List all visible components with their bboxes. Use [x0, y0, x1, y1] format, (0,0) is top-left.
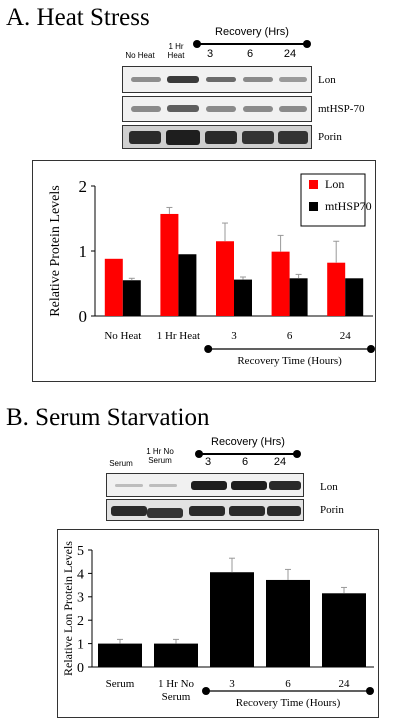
bar — [104, 258, 123, 316]
legend-swatch — [309, 202, 318, 211]
chart-heat-stress: 0 1 2 Relative Protein Levels No Heat 1 Hr He… — [48, 173, 375, 367]
y-tick-label: 2 — [77, 614, 84, 629]
panel-b-recovery-header: Recovery (Hrs) — [211, 436, 285, 448]
x-tick-label: 3 — [229, 678, 235, 690]
lane-label-6-b: 6 — [241, 456, 249, 468]
recovery-time-label: Recovery Time (Hours) — [237, 355, 342, 367]
lane-label-6: 6 — [246, 48, 254, 60]
y-tick-label: 2 — [79, 177, 88, 196]
blot-porin-b — [106, 499, 304, 521]
recovery-time-label: Recovery Time (Hours) — [236, 697, 341, 709]
lane-label-24: 24 — [283, 48, 297, 60]
y-tick-label: 0 — [77, 661, 84, 676]
x-tick-label: Serum — [162, 691, 191, 703]
bar — [178, 254, 197, 316]
bracket-dot — [193, 40, 201, 48]
recovery-bracket-dot — [202, 687, 210, 695]
recovery-bracket-dot — [366, 687, 374, 695]
legend-label: Lon — [325, 177, 344, 191]
y-axis-label: Relative Lon Protein Levels — [61, 541, 75, 676]
bracket-line — [199, 453, 297, 455]
y-tick-label: 1 — [77, 638, 84, 653]
bar — [210, 572, 254, 667]
x-tick-label: No Heat — [104, 330, 141, 342]
blot-lon-b — [106, 473, 304, 497]
x-tick-label: 24 — [340, 330, 352, 342]
lane-label-1hr-heat: 1 Hr Heat — [167, 42, 185, 60]
y-tick-label: 3 — [77, 591, 84, 606]
bar — [216, 241, 234, 316]
x-tick-label: 24 — [339, 678, 351, 690]
panel-a-recovery-bracket: Recovery (Hrs) — [193, 26, 311, 56]
y-axis-label: Relative Protein Levels — [48, 185, 63, 316]
lane-label-3-b: 3 — [204, 456, 212, 468]
recovery-bracket-dot — [204, 345, 213, 353]
y-tick-label: 5 — [77, 544, 84, 559]
bar — [122, 280, 141, 316]
bar — [98, 643, 142, 667]
lane-label-1hr-no-serum: 1 Hr No Serum — [146, 447, 174, 465]
bracket-dot — [293, 450, 301, 458]
bar — [266, 579, 310, 667]
lane-label-24-b: 24 — [273, 456, 287, 468]
blot-label-lon-b: Lon — [320, 481, 338, 493]
y-tick-label: 0 — [79, 307, 88, 326]
bar — [154, 643, 198, 667]
blot-label-lon-a: Lon — [318, 74, 336, 86]
lane-label-serum: Serum — [109, 459, 133, 468]
bracket-line — [197, 43, 307, 45]
blot-porin-a — [122, 125, 312, 149]
bar — [327, 262, 346, 316]
recovery-bracket-dot — [367, 345, 375, 353]
x-tick-label: Serum — [106, 678, 135, 690]
chart-a-frame: 0 1 2 Relative Protein Levels No Heat 1 Hr He… — [32, 160, 376, 382]
blot-label-porin-a: Porin — [318, 131, 342, 143]
bracket-dot — [195, 450, 203, 458]
x-tick-label: 6 — [285, 678, 291, 690]
blot-label-mthsp70: mtHSP-70 — [318, 103, 365, 115]
y-tick-label: 4 — [77, 567, 84, 582]
panel-a-title: A. Heat Stress — [6, 4, 150, 31]
bar — [322, 593, 366, 667]
x-tick-label: 1 Hr No — [158, 678, 195, 690]
lane-label-no-heat: No Heat — [125, 51, 155, 60]
chart-b-frame: 0 1 2 3 4 5 Relative Lon Protein Levels Serum 1 … — [57, 529, 379, 718]
legend-label: mtHSP70 — [325, 199, 372, 213]
bar — [289, 278, 308, 316]
legend-swatch — [309, 180, 318, 189]
bar — [271, 251, 290, 316]
blot-mthsp70 — [122, 96, 312, 122]
x-tick-label: 3 — [231, 330, 237, 342]
x-tick-label: 1 Hr Heat — [157, 330, 200, 342]
bar — [234, 279, 252, 316]
blot-label-porin-b: Porin — [320, 504, 344, 516]
y-tick-label: 1 — [79, 242, 88, 261]
panel-a-recovery-header: Recovery (Hrs) — [215, 26, 289, 38]
bar — [345, 278, 364, 316]
panel-b-recovery-bracket: Recovery (Hrs) — [195, 436, 301, 466]
panel-b-title: B. Serum Starvation — [6, 404, 210, 431]
blot-lon-a — [122, 66, 312, 93]
lane-label-3: 3 — [206, 48, 214, 60]
bracket-dot — [303, 40, 311, 48]
x-tick-label: 6 — [287, 330, 293, 342]
bar — [160, 213, 179, 316]
